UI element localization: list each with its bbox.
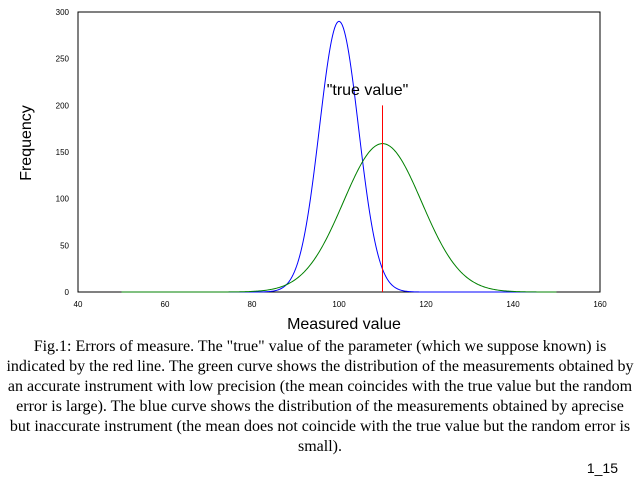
- y-tick-label: 300: [56, 8, 70, 17]
- annotations: "true value": [327, 82, 409, 292]
- y-tick-label: 150: [56, 148, 70, 157]
- y-tick-labels: 0 50 100 150 200 250 300: [56, 8, 70, 297]
- plot-frame: [77, 11, 601, 293]
- x-tick-labels: 40 60 80 100 120 140 160: [74, 300, 608, 309]
- figure-caption: Fig.1: Errors of measure. The "true" val…: [6, 338, 634, 455]
- y-tick-label: 50: [60, 241, 69, 250]
- true-value-label: "true value": [327, 82, 409, 99]
- x-tick-label: 100: [332, 300, 346, 309]
- y-tick-label: 0: [65, 288, 70, 297]
- y-axis-label: Frequency: [18, 105, 35, 181]
- x-tick-label: 140: [506, 300, 520, 309]
- x-tick-label: 80: [248, 300, 257, 309]
- x-tick-label: 160: [593, 300, 607, 309]
- chart: 0 50 100 150 200 250 300 40 60 80 100 120 140 160 "t…: [18, 8, 608, 330]
- y-tick-label: 200: [56, 101, 70, 110]
- x-tick-label: 120: [419, 300, 433, 309]
- y-tick-label: 250: [56, 55, 70, 64]
- series-line-2: [121, 143, 557, 293]
- x-tick-label: 60: [161, 300, 170, 309]
- x-axis-label: Measured value: [287, 316, 401, 330]
- x-tick-label: 40: [74, 300, 83, 309]
- series-lines: [121, 20, 557, 293]
- y-tick-label: 100: [56, 195, 70, 204]
- figure-id: 1_15: [586, 460, 618, 476]
